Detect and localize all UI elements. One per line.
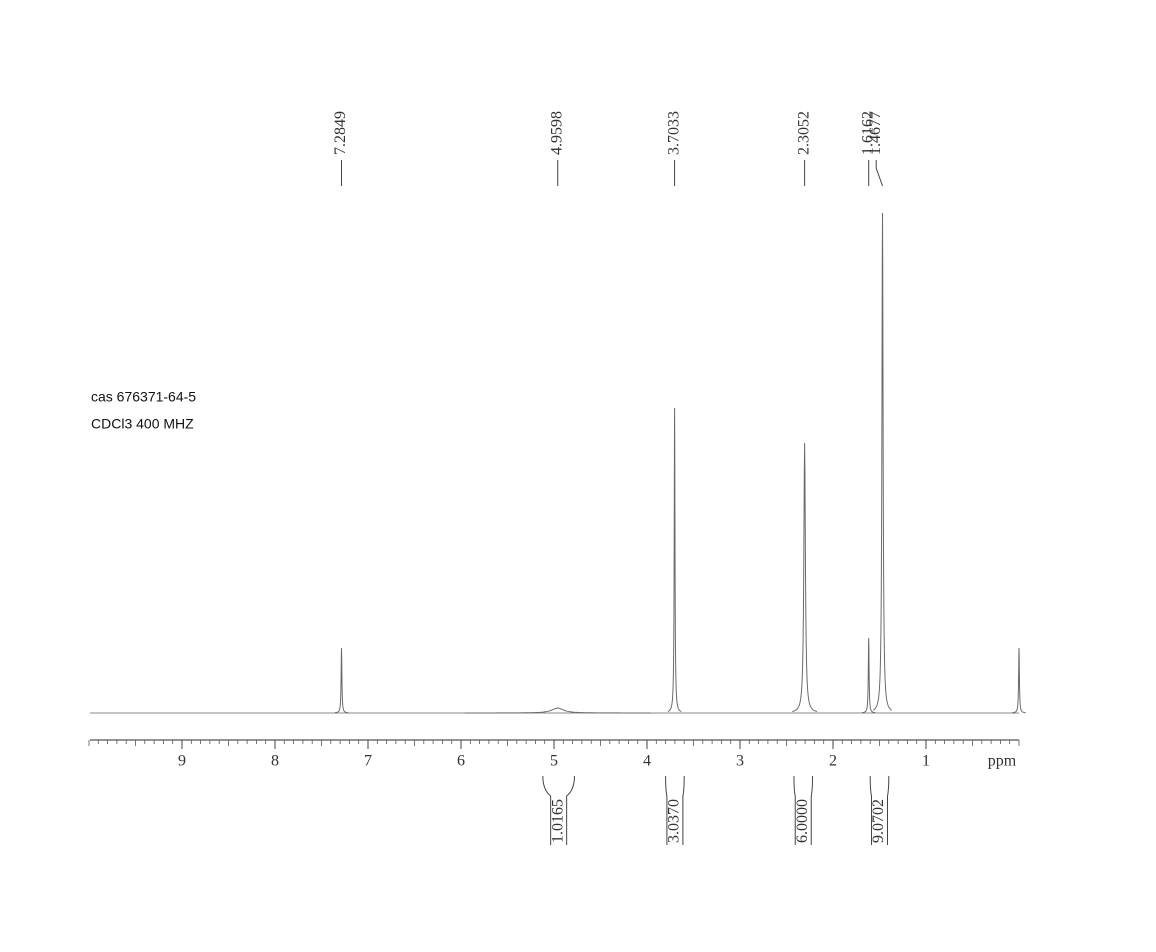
x-tick-label: 8: [271, 753, 279, 770]
x-tick-label: 7: [364, 753, 372, 770]
peak: [792, 442, 818, 712]
peak-label: 1.6162: [859, 111, 876, 155]
x-tick-label: 3: [736, 753, 744, 770]
integral-label: 9.0702: [870, 799, 887, 843]
peak: [334, 647, 349, 714]
annotation: CDCl3 400 MHZ: [91, 416, 194, 432]
peak-label-leader: [875, 160, 883, 187]
x-tick-label: 6: [457, 753, 465, 770]
integral-label: 3.0370: [666, 799, 683, 843]
integral-bracket: [665, 775, 685, 845]
x-tick-label: 4: [643, 753, 651, 770]
x-tick-label: 9: [178, 753, 186, 770]
peak: [464, 707, 651, 714]
integral-bracket: [869, 775, 890, 845]
x-tick-label: 2: [829, 753, 837, 770]
peak: [861, 637, 876, 714]
peak: [1012, 647, 1026, 714]
integral-bracket: [542, 775, 575, 845]
annotation: cas 676371-64-5: [91, 389, 196, 405]
integral-label: 6.0000: [794, 799, 811, 843]
integral-bracket: [793, 775, 814, 845]
integral-label: 1.0165: [549, 799, 566, 843]
x-axis-label: ppm: [988, 753, 1017, 770]
peak-label: 7.2849: [332, 111, 349, 155]
peak-label: 2.3052: [795, 111, 812, 155]
x-tick-label: 5: [550, 753, 558, 770]
x-tick-label: 1: [922, 753, 930, 770]
peak-label: 1.4677: [867, 111, 884, 155]
peak: [667, 407, 682, 712]
peak: [872, 212, 893, 711]
peak-label: 3.7033: [665, 111, 682, 155]
peak-label: 4.9598: [548, 111, 565, 155]
